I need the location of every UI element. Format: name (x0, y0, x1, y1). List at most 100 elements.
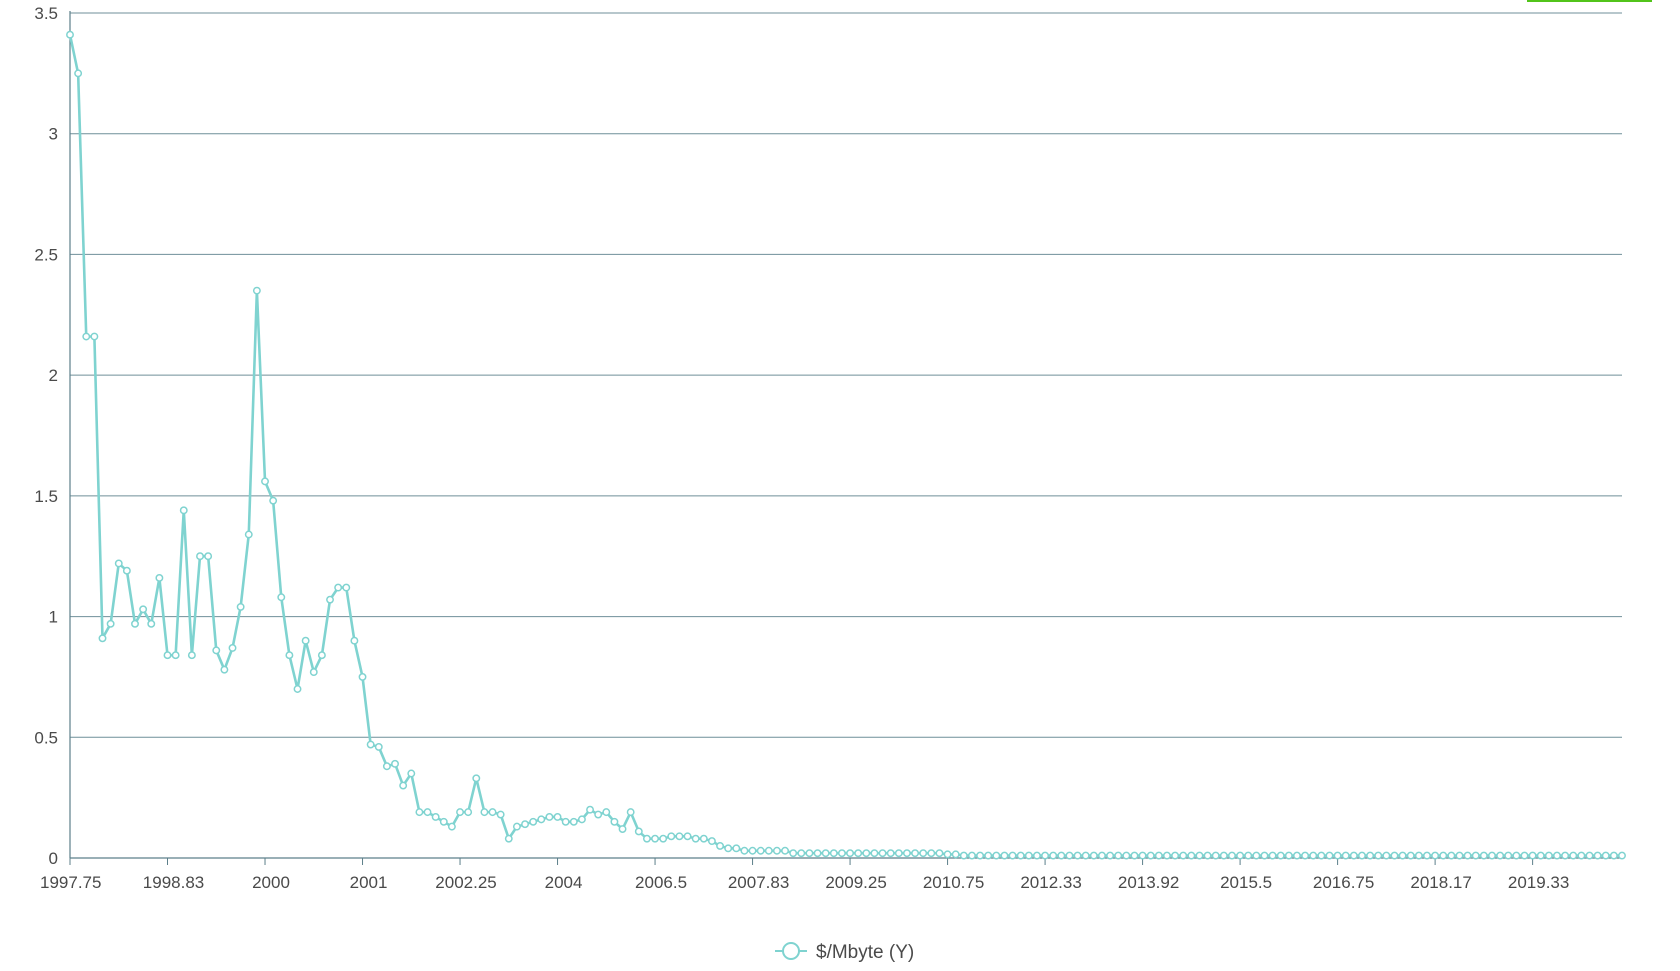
data-point[interactable] (1317, 851, 1326, 860)
data-point[interactable] (204, 552, 213, 561)
data-point[interactable] (675, 832, 684, 841)
data-point[interactable] (529, 817, 538, 826)
data-point[interactable] (976, 851, 985, 860)
data-point[interactable] (1106, 851, 1115, 860)
data-point[interactable] (1479, 851, 1488, 860)
data-point[interactable] (301, 636, 310, 645)
data-point[interactable] (1341, 851, 1350, 860)
data-point[interactable] (1414, 851, 1423, 860)
data-point[interactable] (967, 851, 976, 860)
data-point[interactable] (1382, 851, 1391, 860)
data-point[interactable] (1000, 851, 1009, 860)
data-point[interactable] (1187, 851, 1196, 860)
data-point[interactable] (163, 651, 172, 660)
data-point[interactable] (1008, 851, 1017, 860)
data-point[interactable] (951, 850, 960, 859)
data-point[interactable] (886, 849, 895, 858)
data-point[interactable] (683, 832, 692, 841)
data-point[interactable] (342, 583, 351, 592)
data-point[interactable] (1041, 851, 1050, 860)
data-point[interactable] (1301, 851, 1310, 860)
data-point[interactable] (252, 286, 261, 295)
data-point[interactable] (667, 832, 676, 841)
data-point[interactable] (1366, 851, 1375, 860)
data-point[interactable] (1089, 851, 1098, 860)
data-point[interactable] (1130, 851, 1139, 860)
data-point[interactable] (261, 477, 269, 486)
data-point[interactable] (716, 841, 725, 850)
data-point[interactable] (90, 332, 99, 341)
data-point[interactable] (651, 834, 659, 843)
data-point[interactable] (1463, 851, 1472, 860)
data-point[interactable] (1276, 851, 1285, 860)
data-point[interactable] (1496, 851, 1505, 860)
data-point[interactable] (756, 846, 765, 855)
data-point[interactable] (862, 849, 871, 858)
data-point[interactable] (911, 849, 920, 858)
data-point[interactable] (919, 849, 928, 858)
data-point[interactable] (1349, 851, 1358, 860)
data-point[interactable] (220, 665, 229, 674)
data-point[interactable] (114, 559, 123, 568)
data-point[interactable] (594, 810, 603, 819)
data-point[interactable] (829, 849, 838, 858)
data-point[interactable] (1512, 851, 1521, 860)
data-point[interactable] (781, 846, 790, 855)
data-point[interactable] (894, 849, 903, 858)
data-point[interactable] (959, 851, 968, 860)
data-point[interactable] (805, 849, 814, 858)
data-point[interactable] (334, 583, 343, 592)
data-point[interactable] (155, 573, 164, 582)
data-point[interactable] (984, 851, 993, 860)
data-point[interactable] (358, 672, 367, 681)
data-point[interactable] (1293, 851, 1301, 860)
data-point[interactable] (699, 834, 708, 843)
data-point[interactable] (1122, 851, 1131, 860)
data-point[interactable] (837, 849, 846, 858)
data-point[interactable] (821, 849, 830, 858)
data-point[interactable] (1203, 851, 1212, 860)
data-point[interactable] (1236, 851, 1245, 860)
data-point[interactable] (586, 805, 594, 814)
data-point[interactable] (1423, 851, 1431, 860)
data-point[interactable] (277, 593, 286, 602)
data-point[interactable] (569, 817, 578, 826)
data-point[interactable] (618, 825, 627, 833)
data-point[interactable] (423, 808, 432, 817)
data-point[interactable] (902, 849, 911, 858)
data-point[interactable] (366, 740, 375, 749)
data-point[interactable] (439, 817, 448, 826)
data-point[interactable] (813, 849, 822, 858)
data-point[interactable] (707, 837, 716, 846)
data-point[interactable] (732, 844, 741, 853)
data-point[interactable] (179, 506, 188, 515)
data-point[interactable] (537, 815, 546, 824)
data-point[interactable] (1114, 851, 1123, 860)
data-point[interactable] (1488, 851, 1496, 860)
data-point[interactable] (846, 849, 855, 858)
data-point[interactable] (1398, 851, 1407, 860)
data-point[interactable] (1504, 851, 1513, 860)
data-point[interactable] (577, 815, 586, 824)
data-point[interactable] (1569, 851, 1578, 860)
data-point[interactable] (610, 817, 619, 826)
data-point[interactable] (1609, 851, 1618, 860)
data-point[interactable] (740, 846, 749, 855)
data-point[interactable] (1520, 851, 1529, 860)
data-point[interactable] (1146, 851, 1155, 860)
data-point[interactable] (1358, 851, 1366, 860)
data-point[interactable] (1065, 851, 1074, 860)
data-point[interactable] (1528, 851, 1537, 860)
data-point[interactable] (1016, 851, 1025, 860)
data-point[interactable] (1406, 851, 1415, 860)
data-point[interactable] (626, 808, 635, 817)
data-point[interactable] (1455, 851, 1464, 860)
legend[interactable]: $/Mbyte (Y) (775, 942, 914, 963)
data-point[interactable] (1309, 851, 1318, 860)
data-point[interactable] (1179, 851, 1188, 860)
data-point[interactable] (935, 849, 944, 858)
data-point[interactable] (122, 566, 131, 575)
data-point[interactable] (642, 834, 651, 843)
data-point[interactable] (1585, 851, 1594, 860)
data-point[interactable] (772, 846, 781, 855)
